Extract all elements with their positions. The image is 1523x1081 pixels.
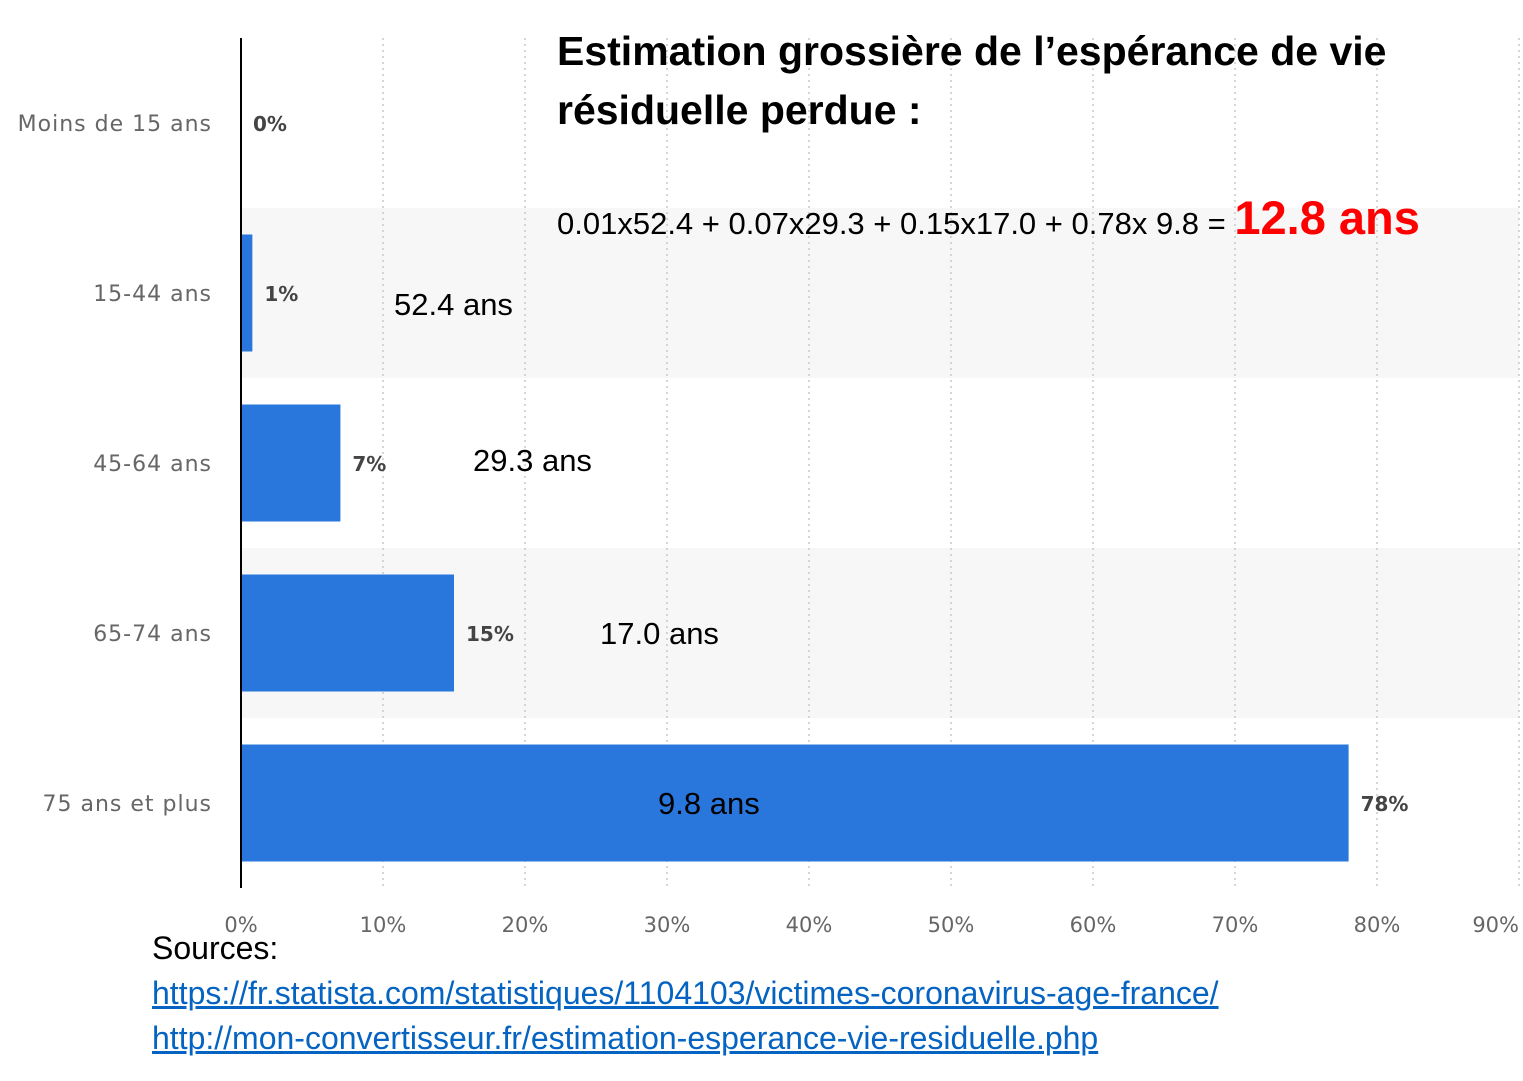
formula: 0.01x52.4 + 0.07x29.3 + 0.15x17.0 + 0.78… [557,190,1420,245]
x-tick-label: 0% [224,913,257,937]
chart-title: Estimation grossière de l’espérance de v… [557,22,1497,140]
x-tick-label: 90% [1472,913,1519,937]
category-label: 75 ans et plus [42,792,212,817]
bar [241,744,1349,862]
x-tick-label: 40% [786,913,833,937]
sources: Sources: https://fr.statista.com/statist… [152,926,1219,1061]
bar [241,574,454,692]
value-label: 15% [466,622,514,646]
x-tick-label: 30% [644,913,691,937]
bar [241,234,253,352]
value-label: 0% [253,112,287,136]
x-tick-label: 20% [502,913,549,937]
sources-heading: Sources: [152,930,279,966]
annotation-label: 17.0 ans [600,616,719,651]
x-tick-label: 60% [1070,913,1117,937]
title-line-2: résiduelle perdue : [557,87,922,133]
x-tick-label: 80% [1354,913,1401,937]
x-tick-label: 70% [1212,913,1259,937]
source-link-convertisseur[interactable]: http://mon-convertisseur.fr/estimation-e… [152,1020,1099,1056]
x-tick-label: 10% [360,913,407,937]
category-label: 45-64 ans [93,452,212,477]
row-band [241,208,1519,378]
category-label: 65-74 ans [93,622,212,647]
formula-result: 12.8 ans [1234,191,1420,244]
category-label: 15-44 ans [93,282,212,307]
annotation-label: 9.8 ans [658,786,760,821]
value-label: 1% [264,282,298,306]
value-label: 78% [1361,792,1409,816]
annotation-label: 52.4 ans [394,287,513,322]
annotation-label: 29.3 ans [473,443,592,478]
bar [241,404,341,522]
formula-expression: 0.01x52.4 + 0.07x29.3 + 0.15x17.0 + 0.78… [557,206,1235,241]
source-link-statista[interactable]: https://fr.statista.com/statistiques/110… [152,975,1219,1011]
x-tick-label: 50% [928,913,975,937]
category-label: Moins de 15 ans [18,112,212,137]
value-label: 7% [352,452,386,476]
title-line-1: Estimation grossière de l’espérance de v… [557,28,1387,74]
